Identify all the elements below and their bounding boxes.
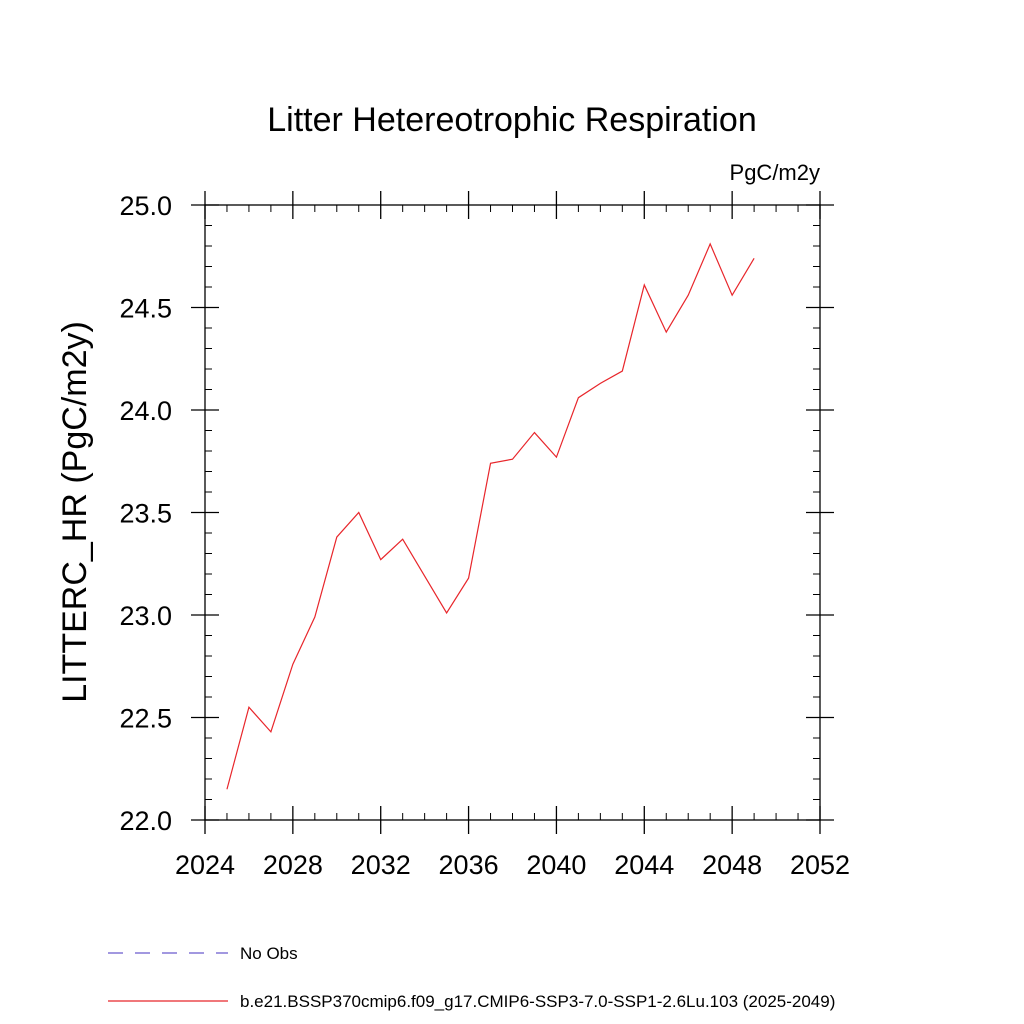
data-point bbox=[291, 663, 294, 666]
data-point bbox=[313, 616, 316, 619]
y-axis-label: LITTERC_HR (PgC/m2y) bbox=[56, 321, 94, 703]
data-point bbox=[511, 458, 514, 461]
data-point bbox=[489, 462, 492, 465]
y-tick-label: 23.0 bbox=[119, 601, 172, 631]
legend-label-no-obs: No Obs bbox=[240, 944, 298, 963]
x-tick-label: 2024 bbox=[175, 850, 235, 880]
data-point bbox=[269, 730, 272, 733]
x-tick-label: 2052 bbox=[790, 850, 850, 880]
y-tick-label: 24.0 bbox=[119, 396, 172, 426]
data-point bbox=[621, 370, 624, 373]
units-label: PgC/m2y bbox=[730, 160, 820, 185]
data-point bbox=[247, 706, 250, 709]
series-points bbox=[225, 242, 755, 790]
tick-labels: 2024 2028 2032 2036 2040 2044 2048 2052 22.0 22.5… bbox=[119, 191, 850, 880]
x-tick-label: 2036 bbox=[439, 850, 499, 880]
data-point bbox=[423, 575, 426, 578]
y-tick-label: 25.0 bbox=[119, 191, 172, 221]
plot-frame bbox=[204, 204, 821, 821]
minor-ticks bbox=[205, 205, 820, 820]
x-tick-label: 2040 bbox=[526, 850, 586, 880]
y-tick-label: 22.5 bbox=[119, 704, 172, 734]
data-point bbox=[599, 382, 602, 385]
data-point bbox=[753, 257, 756, 260]
y-tick-label: 22.0 bbox=[119, 806, 172, 836]
series-line bbox=[226, 242, 755, 790]
data-point bbox=[401, 538, 404, 541]
major-ticks bbox=[191, 191, 834, 834]
data-point bbox=[445, 611, 448, 614]
data-point bbox=[357, 511, 360, 514]
data-point bbox=[643, 283, 646, 286]
data-point bbox=[731, 294, 734, 297]
data-point bbox=[555, 456, 558, 459]
legend: No Obs b.e21.BSSP370cmip6.f09_g17.CMIP6-… bbox=[108, 944, 835, 1011]
legend-label-series: b.e21.BSSP370cmip6.f09_g17.CMIP6-SSP3-7.… bbox=[240, 992, 835, 1011]
x-tick-label: 2028 bbox=[263, 850, 323, 880]
data-point bbox=[335, 536, 338, 539]
x-tick-label: 2032 bbox=[351, 850, 411, 880]
y-tick-label: 23.5 bbox=[119, 499, 172, 529]
data-point bbox=[225, 788, 228, 791]
data-point bbox=[379, 558, 382, 561]
y-tick-label: 24.5 bbox=[119, 294, 172, 324]
data-point bbox=[709, 242, 712, 245]
x-tick-label: 2044 bbox=[614, 850, 674, 880]
data-point bbox=[577, 396, 580, 399]
data-point bbox=[467, 577, 470, 580]
chart-title: Litter Hetereotrophic Respiration bbox=[267, 101, 756, 139]
data-point bbox=[533, 431, 536, 434]
data-point bbox=[687, 294, 690, 297]
x-tick-label: 2048 bbox=[702, 850, 762, 880]
data-point bbox=[665, 331, 668, 334]
